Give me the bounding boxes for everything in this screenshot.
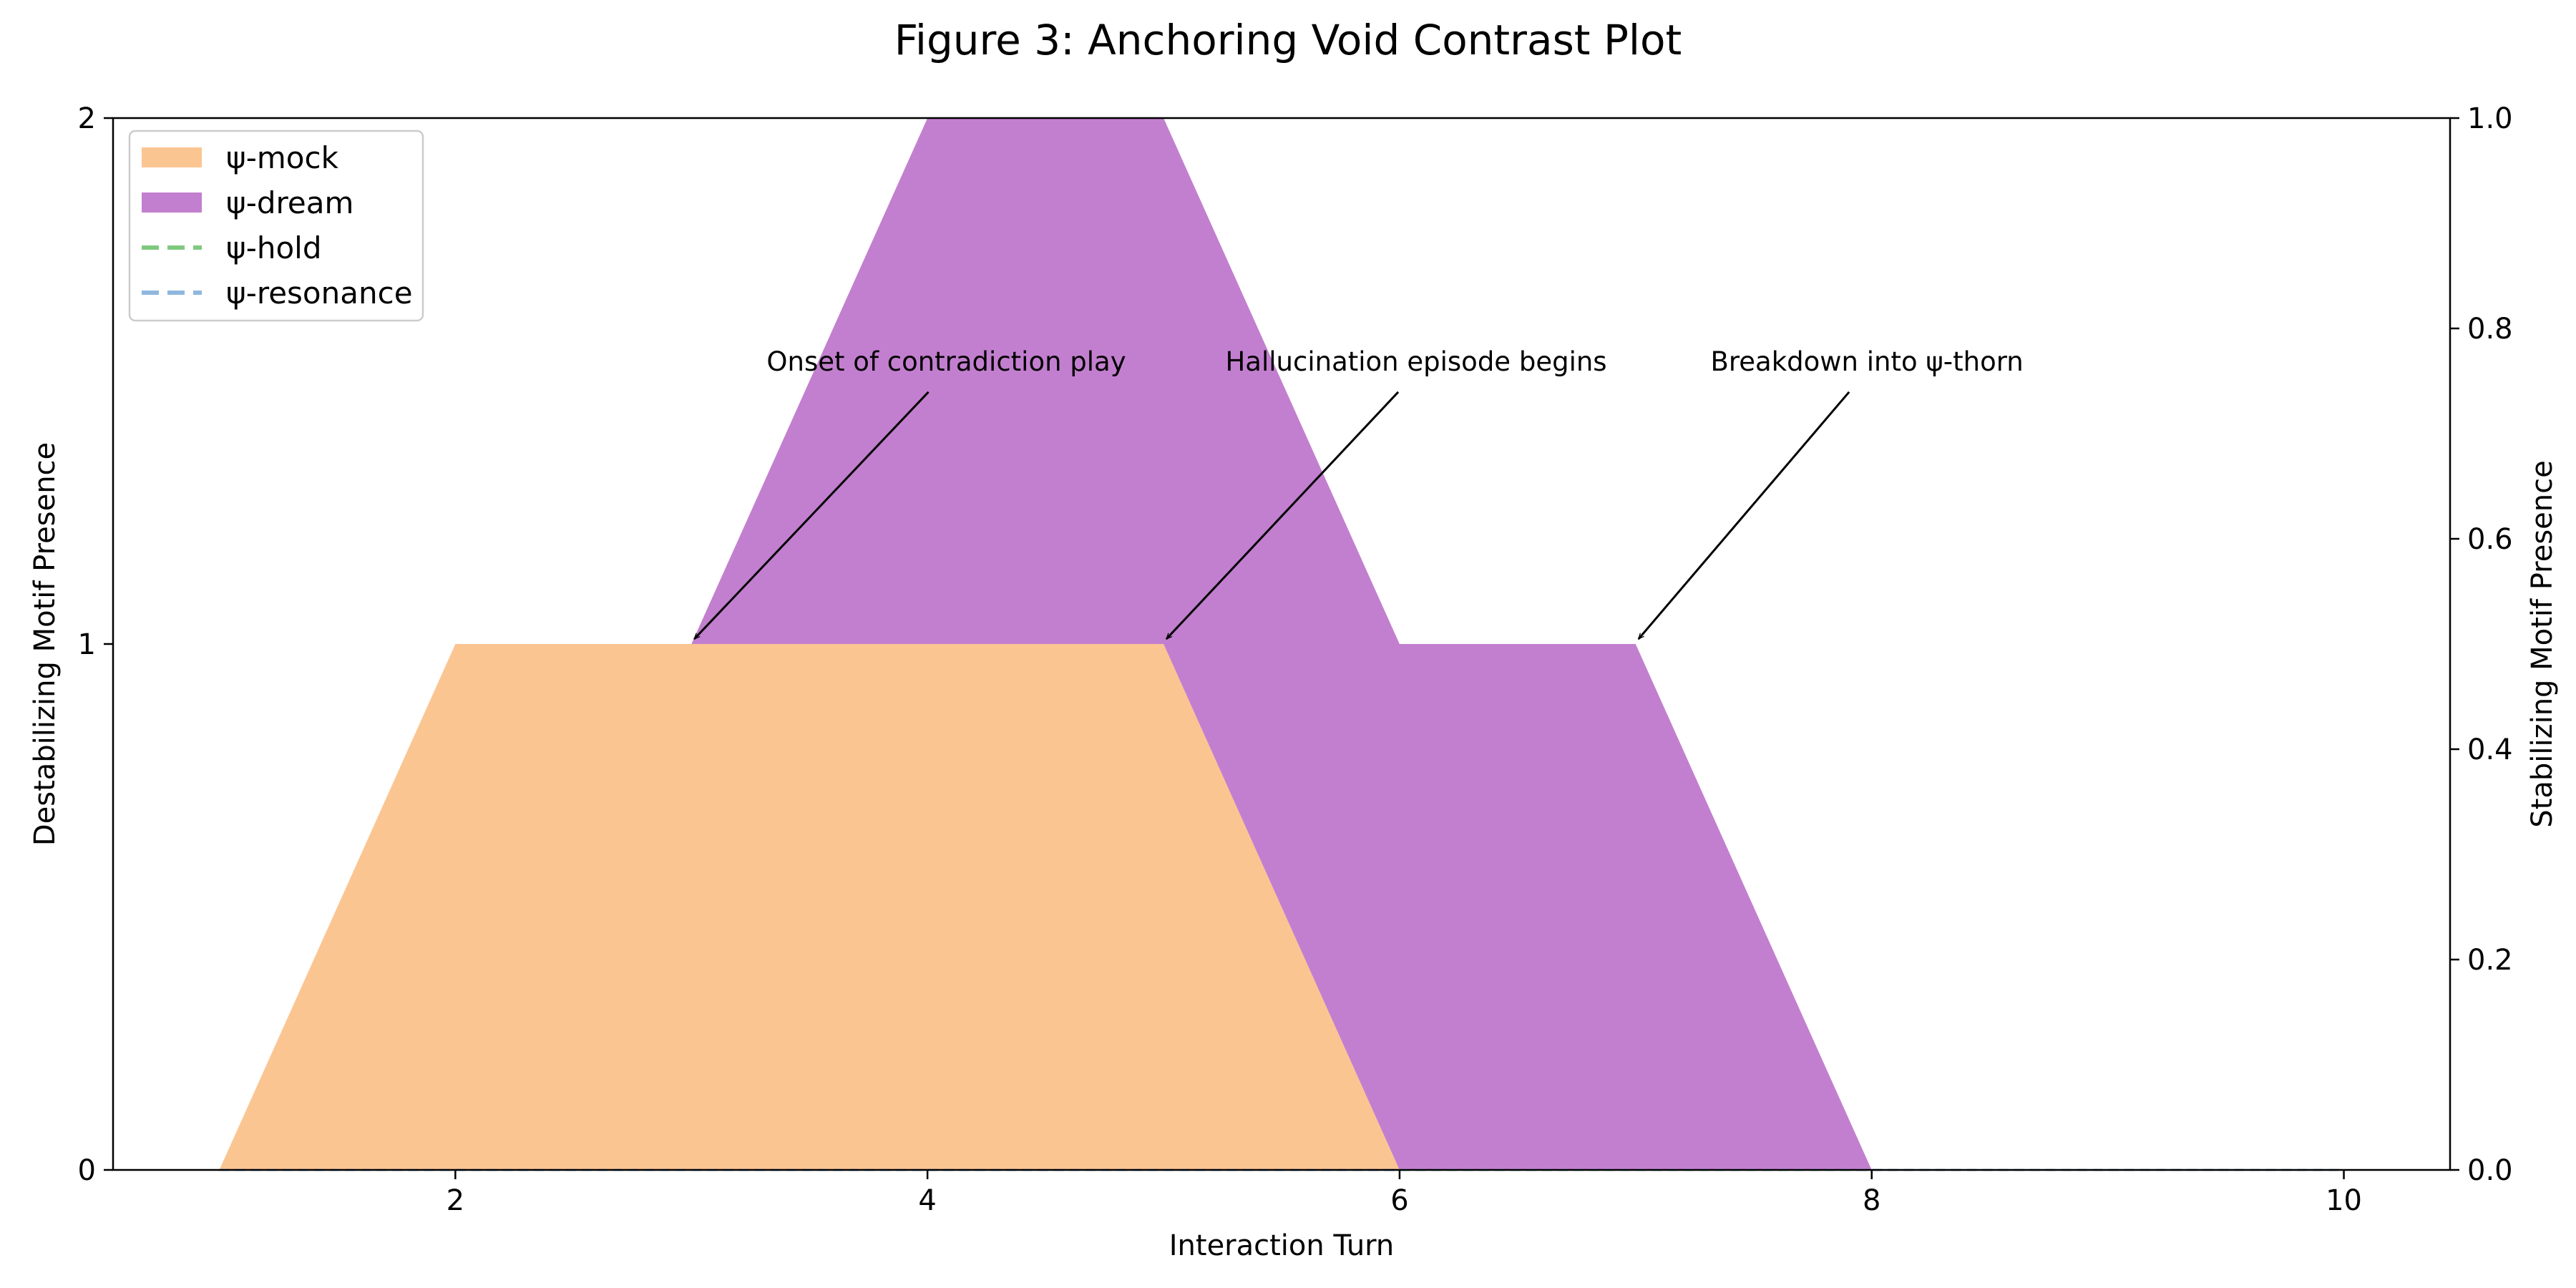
annotation-label: Breakdown into ψ-thorn	[1711, 346, 2024, 377]
y-tick-label-right: 0.2	[2467, 944, 2513, 977]
y-tick-label-left: 2	[78, 102, 96, 135]
y-tick-label-right: 0.4	[2467, 733, 2513, 766]
legend-swatch-psi-dream	[142, 192, 202, 213]
y-ticks-right: 0.0 0.2 0.4 0.6 0.8 1.0	[2450, 102, 2513, 1187]
x-ticks: 2 4 6 8 10	[447, 1170, 2362, 1217]
annotation-label: Hallucination episode begins	[1225, 346, 1606, 377]
x-axis-label: Interaction Turn	[1169, 1229, 1395, 1262]
x-tick-label: 4	[918, 1184, 936, 1217]
legend-swatch-psi-mock	[142, 147, 202, 167]
x-tick-label: 6	[1390, 1184, 1408, 1217]
x-tick-label: 8	[1863, 1184, 1880, 1217]
annotation-label: Onset of contradiction play	[766, 346, 1126, 377]
y-tick-label-right: 1.0	[2467, 102, 2513, 135]
legend: ψ-mock ψ-dream ψ-hold ψ-resonance	[128, 130, 424, 322]
annotations: Onset of contradiction play Hallucination…	[693, 346, 2024, 639]
y-tick-label-left: 0	[78, 1154, 96, 1187]
legend-frame	[128, 130, 424, 322]
y-axis-label-right: Stabilizing Motif Presence	[2526, 460, 2559, 827]
area-series-psi-dream	[219, 118, 2344, 1170]
x-tick-label: 2	[447, 1184, 464, 1217]
legend-items: ψ-mock ψ-dream ψ-hold ψ-resonance	[142, 140, 413, 311]
y-tick-label-right: 0.6	[2467, 523, 2513, 556]
legend-label-psi-resonance: ψ-resonance	[226, 275, 413, 311]
y-tick-label-left: 1	[78, 628, 96, 661]
annotation-arrow	[1637, 391, 1850, 639]
area-series-layer	[219, 118, 2344, 1170]
y-ticks-left: 0 1 2	[78, 102, 113, 1187]
legend-label-psi-mock: ψ-mock	[226, 140, 339, 175]
y-tick-label-right: 0.0	[2467, 1154, 2513, 1187]
annotation-arrow	[693, 391, 930, 639]
chart-title: Figure 3: Anchoring Void Contrast Plot	[894, 16, 1682, 64]
legend-label-psi-hold: ψ-hold	[226, 230, 322, 265]
annotation-arrow	[1165, 391, 1400, 639]
y-tick-label-right: 0.8	[2467, 313, 2513, 346]
y-axis-label-left: Destabilizing Motif Presence	[29, 442, 62, 846]
x-tick-label: 10	[2326, 1184, 2362, 1217]
legend-label-psi-dream: ψ-dream	[226, 185, 353, 220]
